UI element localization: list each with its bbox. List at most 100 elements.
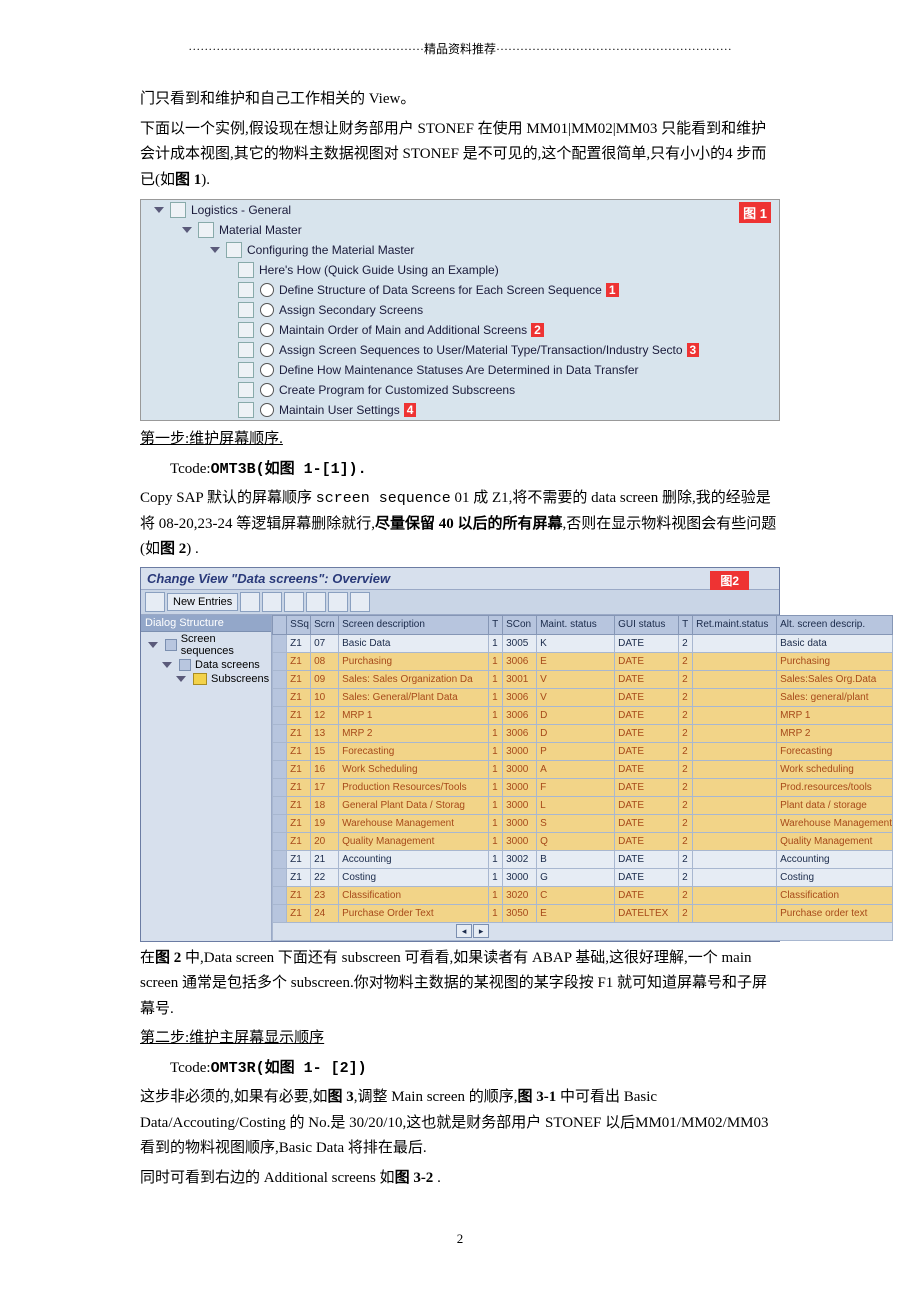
cell: L [537,796,615,814]
expand-icon[interactable] [182,227,192,233]
cell: 17 [311,778,339,796]
pencil-icon[interactable] [145,592,165,612]
table-row[interactable]: Z116Work Scheduling13000ADATE2Work sched… [273,760,893,778]
cell: 24 [311,904,339,922]
cell [693,796,777,814]
cell: General Plant Data / Storag [339,796,489,814]
cell: Classification [339,886,489,904]
tree-row[interactable]: Maintain User Settings4 [141,400,779,420]
tree-row[interactable]: Create Program for Customized Subscreens [141,380,779,400]
column-header[interactable]: Alt. screen descrip. [777,615,893,634]
table-row[interactable]: Z124Purchase Order Text13050EDATELTEX2Pu… [273,904,893,922]
undo-icon[interactable] [284,592,304,612]
tree-row[interactable]: Assign Screen Sequences to User/Material… [141,340,779,360]
para-4c: 中,Data screen 下面还有 subscreen 可看看,如果读者有 A… [140,950,767,1017]
activity-icon [260,383,274,397]
deselect-all-icon[interactable] [328,592,348,612]
cell: 1 [489,904,503,922]
select-all-icon[interactable] [306,592,326,612]
expand-icon[interactable] [210,247,220,253]
para-2c: ). [201,172,210,188]
new-entries-button[interactable]: New Entries [167,593,238,611]
delete-icon[interactable] [262,592,282,612]
cell: 2 [679,742,693,760]
tree-row[interactable]: Configuring the Material Master [141,240,779,260]
print-icon[interactable] [350,592,370,612]
column-header[interactable]: Ret.maint.status [693,615,777,634]
cell: Z1 [287,760,311,778]
document-icon [238,322,254,338]
scroll-left-icon[interactable]: ◂ [456,924,472,938]
tree-row[interactable]: Define How Maintenance Statuses Are Dete… [141,360,779,380]
tree-row[interactable]: Logistics - General [141,200,779,220]
table-row[interactable]: Z108Purchasing13006EDATE2Purchasing [273,652,893,670]
cell [273,886,287,904]
scroll-bar[interactable]: ◂▸ [273,922,893,940]
cell: 1 [489,778,503,796]
cell [693,760,777,778]
cell: DATE [615,652,679,670]
cell: 3000 [503,760,537,778]
tree-node[interactable]: Subscreens [141,672,271,686]
scroll-right-icon[interactable]: ▸ [473,924,489,938]
table-row[interactable]: Z118General Plant Data / Storag13000LDAT… [273,796,893,814]
table-row[interactable]: Z117Production Resources/Tools13000FDATE… [273,778,893,796]
tree-label: Define How Maintenance Statuses Are Dete… [277,363,639,377]
column-header[interactable]: T [489,615,503,634]
table-row[interactable]: Z123Classification13020CDATE2Classificat… [273,886,893,904]
data-grid: SSqScrnScreen descriptionTSConMaint. sta… [272,615,893,941]
expand-icon[interactable] [148,642,158,648]
cell: D [537,706,615,724]
cell: Q [537,832,615,850]
table-row[interactable]: Z109Sales: Sales Organization Da13001VDA… [273,670,893,688]
column-header[interactable]: Maint. status [537,615,615,634]
column-header[interactable]: SSq [287,615,311,634]
cell [273,634,287,652]
document-icon [238,342,254,358]
cell: 2 [679,778,693,796]
tree-node[interactable]: Screen sequences [141,632,271,658]
tree-label: Configuring the Material Master [245,243,414,257]
tree-row[interactable]: Maintain Order of Main and Additional Sc… [141,320,779,340]
para-6b: 图 3-2 [395,1170,434,1186]
column-header[interactable]: T [679,615,693,634]
tree-row[interactable]: Define Structure of Data Screens for Eac… [141,280,779,300]
para-6a: 同时可看到右边的 Additional screens 如 [140,1170,395,1186]
table-row[interactable]: Z115Forecasting13000PDATE2Forecasting [273,742,893,760]
table-row[interactable]: Z122Costing13000GDATE2Costing [273,868,893,886]
tree-node[interactable]: Data screens [141,658,271,672]
expand-icon[interactable] [162,662,172,668]
column-header[interactable]: Screen description [339,615,489,634]
cell: 2 [679,688,693,706]
activity-icon [260,363,274,377]
cell: V [537,688,615,706]
column-header[interactable] [273,615,287,634]
tree-row[interactable]: Assign Secondary Screens [141,300,779,320]
table-row[interactable]: Z121Accounting13002BDATE2Accounting [273,850,893,868]
tree-row[interactable]: Material Master [141,220,779,240]
table-row[interactable]: Z119Warehouse Management13000SDATE2Wareh… [273,814,893,832]
table-row[interactable]: Z110Sales: General/Plant Data13006VDATE2… [273,688,893,706]
document-icon [238,302,254,318]
table-row[interactable]: Z113MRP 213006DDATE2MRP 2 [273,724,893,742]
expand-icon[interactable] [154,207,164,213]
para-4b: 图 2 [155,950,185,966]
cell: Z1 [287,832,311,850]
cell: Sales:Sales Org.Data [777,670,893,688]
table-row[interactable]: Z107Basic Data13005KDATE2Basic data [273,634,893,652]
cell: 20 [311,832,339,850]
copy-icon[interactable] [240,592,260,612]
expand-icon[interactable] [176,676,186,682]
para-4a: 在 [140,950,155,966]
table-row[interactable]: Z112MRP 113006DDATE2MRP 1 [273,706,893,724]
tree-row[interactable]: Here's How (Quick Guide Using an Example… [141,260,779,280]
table-row[interactable]: Z120Quality Management13000QDATE2Quality… [273,832,893,850]
para-5: 这步非必须的,如果有必要,如图 3,调整 Main screen 的顺序,图 3… [140,1085,780,1162]
column-header[interactable]: Scrn [311,615,339,634]
cell: 2 [679,634,693,652]
cell [273,706,287,724]
tree-rows: Logistics - GeneralMaterial Master Config… [141,200,779,420]
cell: Forecasting [777,742,893,760]
column-header[interactable]: GUI status [615,615,679,634]
column-header[interactable]: SCon [503,615,537,634]
